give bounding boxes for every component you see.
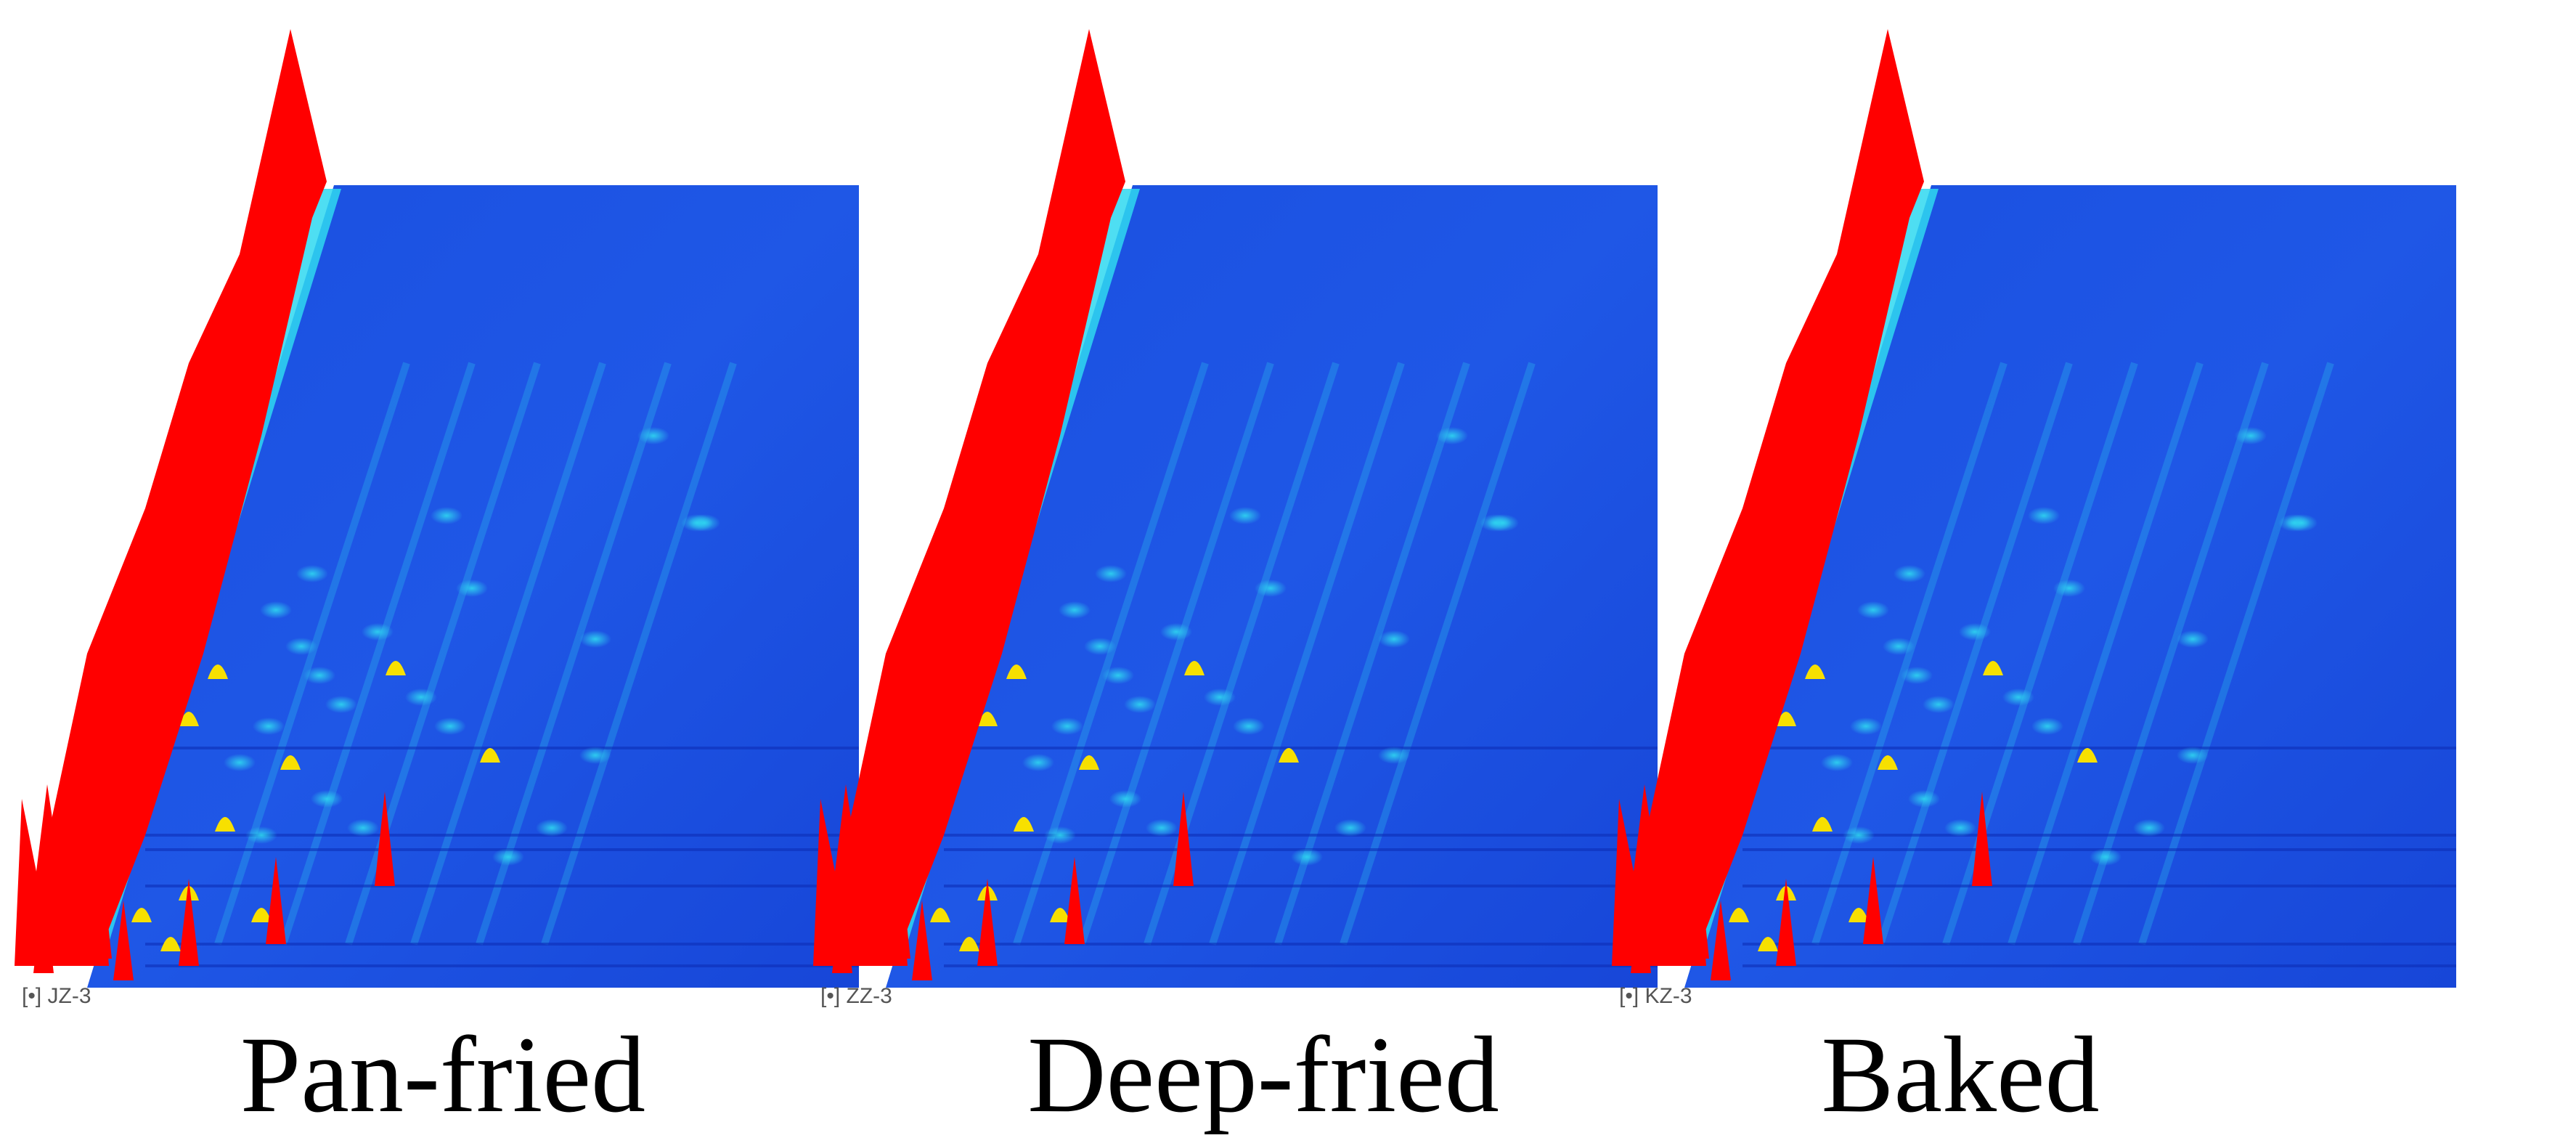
caption-deep-fried: Deep-fried [1027,1015,1499,1135]
sample-id-pan-fried: [•] JZ-3 [22,984,91,1008]
sample-id-baked: [•] KZ-3 [1619,984,1692,1008]
caption-pan-fried: Pan-fried [240,1015,646,1135]
spectrum-plot [1612,29,2456,988]
caption-baked: Baked [1821,1015,2100,1135]
spectrum-baked [1597,0,2456,1017]
spectrum-plot [15,29,859,988]
sample-id-deep-fried: [•] ZZ-3 [820,984,892,1008]
spectrum-pan-fried [0,0,859,1017]
spectrum-deep-fried [799,0,1658,1017]
spectrum-plot [813,29,1658,988]
